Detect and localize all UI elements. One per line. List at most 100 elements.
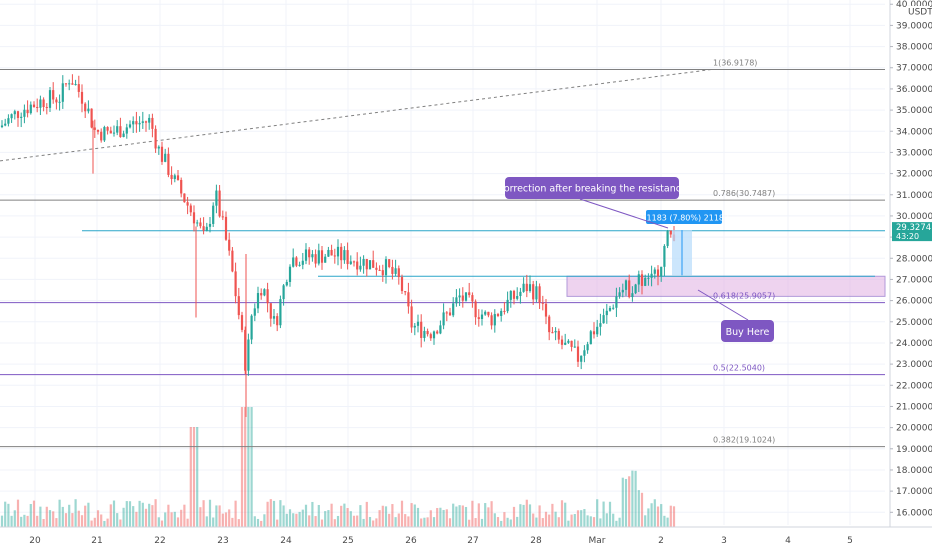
volume-bar — [599, 518, 602, 527]
volume-bar — [378, 510, 381, 527]
currency-label: USDT — [908, 8, 932, 18]
candle-body — [317, 250, 320, 264]
candle-body — [231, 250, 234, 272]
candle-body — [525, 283, 528, 292]
candle-body — [240, 315, 244, 330]
volume-bar — [653, 499, 656, 527]
candle-body — [436, 331, 439, 334]
volume-bar — [381, 505, 384, 527]
volume-bar — [608, 501, 612, 527]
candle-body — [608, 307, 612, 311]
candle-body — [29, 104, 32, 114]
volume-bar — [96, 510, 100, 527]
candle-body — [576, 346, 580, 362]
candle-body — [250, 315, 253, 340]
volume-bar — [132, 506, 135, 527]
candle-body — [93, 127, 96, 130]
candle-body — [538, 286, 541, 303]
volume-bar — [352, 515, 356, 527]
price-tick-label: 30.0000 — [896, 212, 932, 222]
volume-bar — [64, 513, 68, 527]
volume-bar — [420, 518, 423, 527]
candle-body — [55, 99, 58, 103]
measure-label-box — [646, 210, 722, 224]
volume-bar — [272, 500, 276, 527]
volume-bar — [263, 514, 266, 527]
candle-body — [666, 230, 669, 246]
volume-bar — [215, 505, 218, 527]
candle-body — [90, 108, 93, 128]
candle-body — [212, 205, 215, 224]
candle-body — [48, 90, 52, 108]
buy-callout-box — [721, 320, 774, 342]
volume-bar — [192, 427, 196, 527]
candles — [0, 74, 676, 418]
volume-bar — [471, 500, 474, 527]
candle-body — [282, 285, 285, 300]
candle-body — [68, 83, 71, 85]
volume-bar — [231, 517, 234, 527]
candle-body — [394, 268, 397, 274]
price-tick-label: 35.0000 — [896, 106, 932, 116]
candle-body — [471, 295, 474, 302]
time-tick-label: 21 — [91, 536, 102, 546]
volume-bar — [666, 517, 669, 527]
candle-body — [176, 175, 180, 180]
candle-body — [535, 286, 538, 300]
time-tick-label: 20 — [29, 536, 41, 546]
volume-bar — [375, 518, 378, 527]
candle-body — [314, 254, 317, 264]
volume-bar — [394, 517, 397, 527]
candle-body — [573, 346, 576, 348]
candle-body — [410, 306, 413, 328]
volume-bar — [250, 407, 253, 527]
candle-body — [650, 273, 653, 278]
candle-body — [112, 132, 116, 134]
candle-body — [653, 269, 656, 274]
candle-body — [586, 344, 589, 351]
candle-body — [215, 190, 218, 206]
volume-bar — [7, 503, 10, 527]
candle-body — [45, 107, 48, 109]
candle-body — [589, 331, 592, 345]
candle-body — [39, 99, 42, 108]
volume-bar — [480, 518, 484, 527]
volume-bar — [493, 513, 496, 527]
volume-bar — [631, 470, 634, 527]
volume-bar — [205, 516, 208, 527]
time-axis[interactable]: 20 21 22 23 24 25 26 27 28 Mar 2 3 4 5 — [0, 526, 932, 550]
candle-body — [461, 295, 464, 301]
volume-bar — [413, 504, 416, 527]
volume-bar — [586, 515, 589, 527]
price-tick-label: 36.0000 — [896, 85, 932, 95]
volume-bar — [20, 516, 23, 527]
volume-bar — [240, 407, 244, 527]
candle-body — [77, 84, 80, 92]
volume-bar — [279, 500, 282, 527]
candle-body — [532, 284, 535, 300]
volume-bar — [340, 505, 343, 527]
candle-body — [276, 316, 279, 326]
volume-bar — [52, 511, 55, 527]
volume-bar — [439, 507, 442, 527]
volume-bar — [525, 499, 528, 527]
volume-bar — [519, 504, 522, 527]
price-tick-label: 28.0000 — [896, 254, 932, 264]
volume-bar — [548, 514, 551, 527]
volume-bar — [445, 509, 448, 527]
volume-bar — [477, 503, 480, 527]
candle-body — [602, 315, 605, 324]
candle-body — [384, 259, 388, 276]
correction-callout-text: Correction after breaking the resistance — [497, 184, 687, 195]
candle-body — [103, 127, 106, 141]
candle-body — [388, 259, 391, 267]
volume-bar — [317, 504, 320, 527]
volume-bar — [74, 499, 77, 527]
time-tick-label: 3 — [721, 536, 727, 546]
candle-body — [647, 277, 650, 279]
candle-body — [221, 216, 224, 218]
volume-bar — [602, 501, 605, 527]
price-axis[interactable]: 16.0000 17.0000 18.0000 19.0000 20.0000 21.00… — [889, 0, 932, 550]
